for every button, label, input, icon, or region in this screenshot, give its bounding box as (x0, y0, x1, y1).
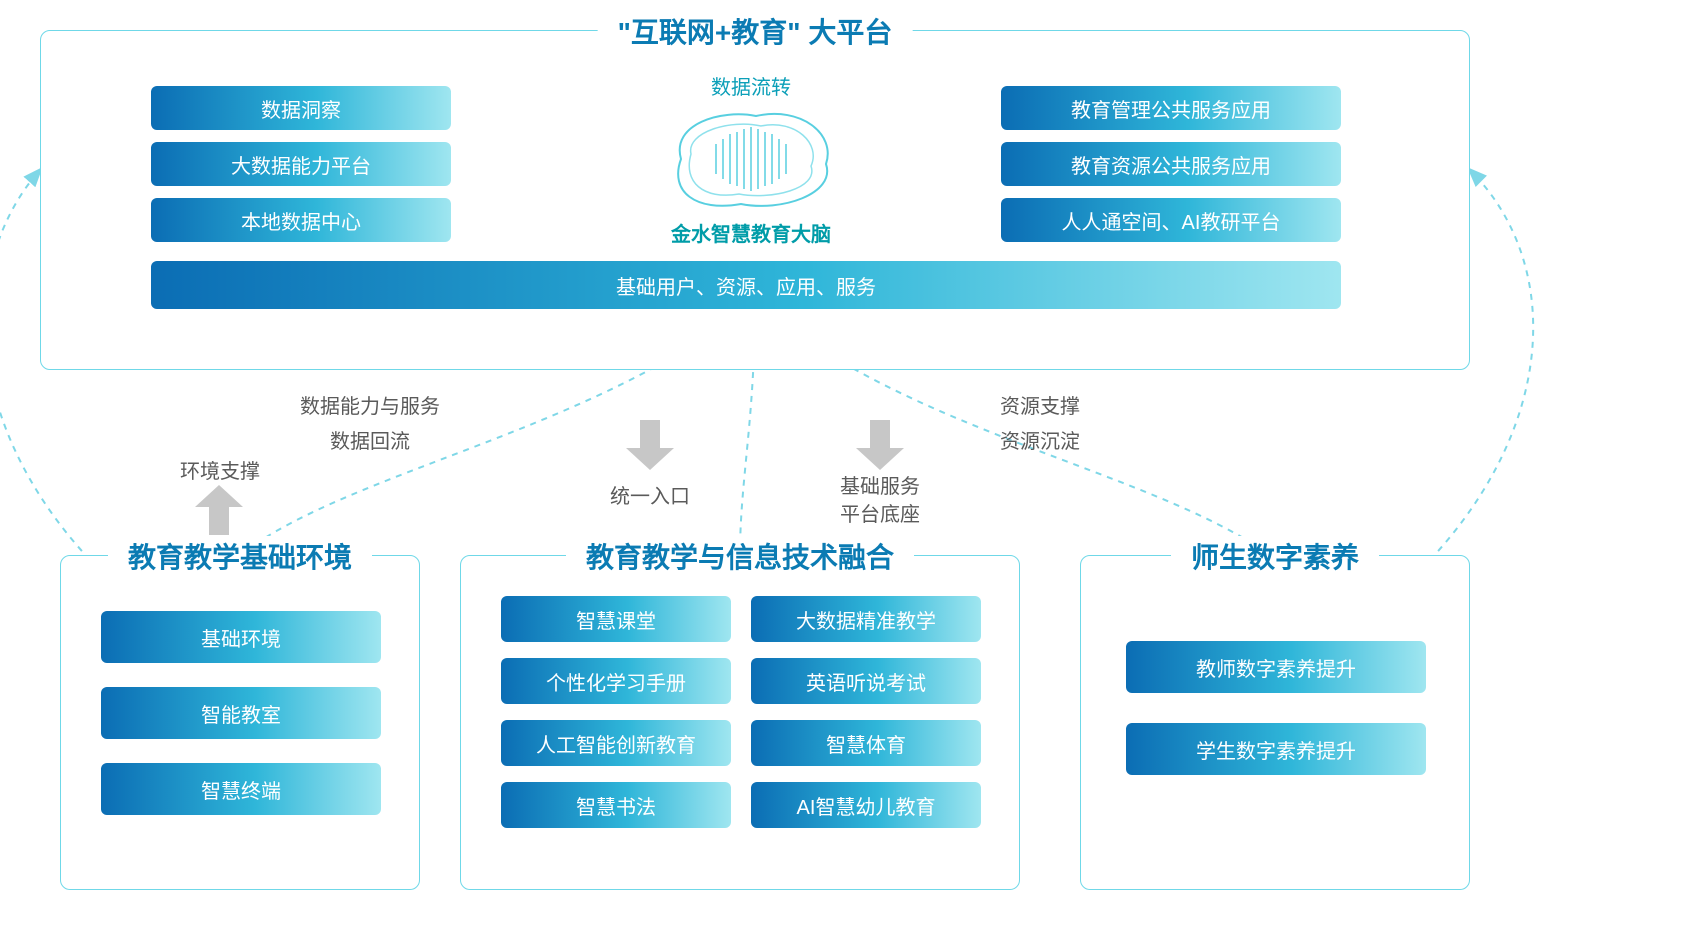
label-unified-entry: 统一入口 (610, 480, 690, 509)
label-env-support: 环境支撑 (180, 455, 260, 484)
pill-teacher-literacy: 教师数字素养提升 (1126, 641, 1426, 693)
pill-english-exam: 英语听说考试 (751, 658, 981, 704)
pill-bigdata-teaching: 大数据精准教学 (751, 596, 981, 642)
pill-smart-pe: 智慧体育 (751, 720, 981, 766)
pill-smart-class: 智慧课堂 (501, 596, 731, 642)
label-base-service-1: 基础服务 (840, 470, 920, 499)
arrow-down-center-icon (626, 420, 674, 470)
pill-edu-resource-service: 教育资源公共服务应用 (1001, 142, 1341, 186)
brain-icon (661, 104, 841, 214)
pill-foundation-bar: 基础用户、资源、应用、服务 (151, 261, 1341, 309)
pill-student-literacy: 学生数字素养提升 (1126, 723, 1426, 775)
label-resource-deposit: 资源沉淀 (1000, 425, 1080, 454)
pill-ai-kids-edu: AI智慧幼儿教育 (751, 782, 981, 828)
pill-bigdata-platform: 大数据能力平台 (151, 142, 451, 186)
pill-local-datacenter: 本地数据中心 (151, 198, 451, 242)
top-panel: "互联网+教育" 大平台 数据洞察 大数据能力平台 本地数据中心 数据流转 (40, 30, 1470, 370)
dataflow-subtitle: 数据流转 (601, 71, 901, 100)
label-base-service-2: 平台底座 (840, 498, 920, 527)
top-left-column: 数据洞察 大数据能力平台 本地数据中心 (151, 86, 451, 254)
pill-ai-research-platform: 人人通空间、AI教研平台 (1001, 198, 1341, 242)
pill-personalized-study: 个性化学习手册 (501, 658, 731, 704)
bottom-right-panel: 师生数字素养 教师数字素养提升 学生数字素养提升 (1080, 555, 1470, 890)
pill-smart-classroom: 智能教室 (101, 687, 381, 739)
pill-edu-mgmt-service: 教育管理公共服务应用 (1001, 86, 1341, 130)
label-resource-support: 资源支撑 (1000, 390, 1080, 419)
top-center-brain: 数据流转 金水智慧教育大脑 (601, 71, 901, 247)
pill-base-env: 基础环境 (101, 611, 381, 663)
pill-smart-terminal: 智慧终端 (101, 763, 381, 815)
pill-data-insight: 数据洞察 (151, 86, 451, 130)
bottom-left-title: 教育教学基础环境 (108, 536, 372, 576)
bottom-left-panel: 教育教学基础环境 基础环境 智能教室 智慧终端 (60, 555, 420, 890)
label-data-service: 数据能力与服务 (300, 390, 440, 419)
bottom-center-panel: 教育教学与信息技术融合 智慧课堂 个性化学习手册 人工智能创新教育 智慧书法 大… (460, 555, 1020, 890)
top-right-column: 教育管理公共服务应用 教育资源公共服务应用 人人通空间、AI教研平台 (1001, 86, 1341, 254)
arrow-down-right-icon (856, 420, 904, 470)
arrow-up-icon (195, 485, 243, 535)
bottom-right-title: 师生数字素养 (1171, 536, 1379, 576)
pill-smart-calligraphy: 智慧书法 (501, 782, 731, 828)
label-data-return: 数据回流 (330, 425, 410, 454)
bottom-center-title: 教育教学与信息技术融合 (566, 536, 914, 576)
brain-label: 金水智慧教育大脑 (601, 218, 901, 247)
pill-ai-innovation-edu: 人工智能创新教育 (501, 720, 731, 766)
top-panel-title: "互联网+教育" 大平台 (598, 11, 913, 51)
